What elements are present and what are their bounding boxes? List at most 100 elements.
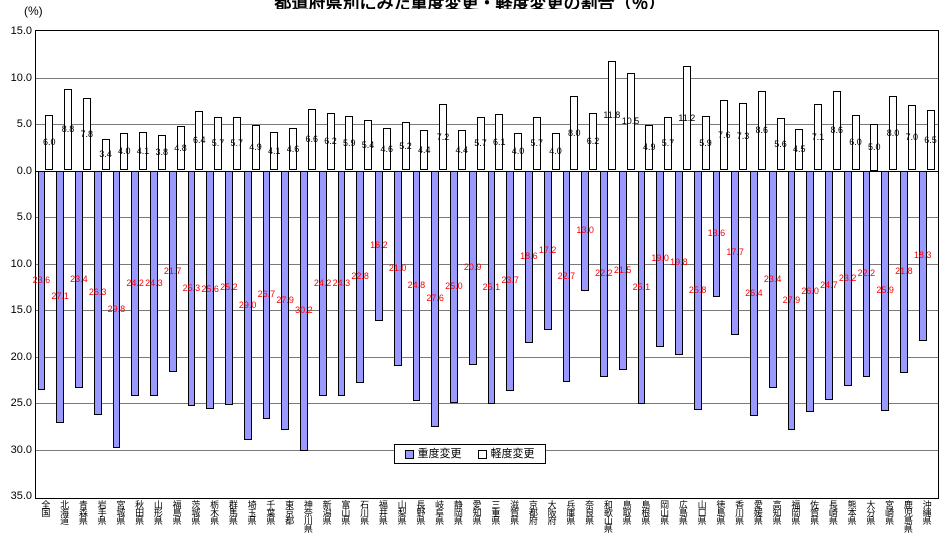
bar-value-light: 4.0	[511, 146, 525, 157]
gridline	[36, 77, 938, 79]
bar-value-light: 4.1	[268, 145, 281, 156]
bar-value-severe: 24.3	[332, 277, 351, 288]
x-axis-label: 長崎県	[827, 500, 838, 524]
bar-severe	[393, 170, 402, 366]
bar-value-light: 5.7	[474, 138, 487, 149]
bar-value-severe: 23.4	[763, 273, 782, 284]
bar-severe	[675, 170, 683, 355]
bar-value-light: 7.6	[718, 129, 731, 140]
bar-severe	[562, 170, 571, 382]
bar-light	[720, 99, 729, 171]
bar-value-severe: 24.3	[145, 277, 163, 288]
x-axis-label: 山形県	[152, 500, 163, 524]
bar-light	[251, 124, 260, 171]
bar-value-light: 4.6	[380, 143, 394, 154]
bar-value-severe: 20.9	[463, 262, 482, 273]
y-tick-label: 35.0	[10, 490, 32, 502]
y-axis-unit-label: (%)	[24, 4, 43, 18]
bar-value-light: 4.0	[118, 146, 131, 157]
bar-value-severe: 25.8	[688, 284, 707, 295]
bar-value-severe: 25.3	[182, 282, 201, 293]
bar-light	[907, 105, 916, 171]
bar-severe	[281, 170, 290, 430]
bar-light	[682, 66, 691, 171]
bar-severe	[187, 170, 196, 406]
x-axis-label: 神奈川県	[302, 500, 313, 532]
legend-label-severe: 重度変更	[417, 448, 462, 460]
bar-value-light: 6.5	[924, 134, 937, 145]
x-axis-label: 静岡県	[452, 500, 463, 524]
x-axis-label: 宮崎県	[884, 500, 895, 524]
bar-value-severe: 26.7	[257, 289, 276, 300]
gridline	[36, 403, 938, 404]
bar-value-severe: 25.6	[201, 284, 219, 295]
x-axis-label: 愛知県	[471, 500, 482, 524]
bar-value-light: 8.0	[568, 127, 581, 138]
bar-light	[364, 120, 372, 171]
x-axis-label: 徳島県	[715, 500, 726, 524]
bar-severe	[243, 170, 252, 441]
bar-severe	[468, 170, 477, 365]
y-tick-label: 10.0	[10, 257, 32, 270]
bar-value-light: 5.4	[361, 139, 375, 150]
bar-light	[195, 110, 204, 171]
x-axis-label: 秋田県	[134, 500, 145, 524]
bar-value-severe: 13.6	[707, 228, 726, 239]
bar-severe	[37, 170, 46, 390]
bar-value-light: 8.8	[61, 124, 75, 135]
legend: 重度変更 軽度変更	[393, 444, 546, 464]
bar-value-light: 5.9	[699, 137, 712, 148]
bar-value-light: 5.7	[661, 138, 675, 149]
bar-value-severe: 22.2	[595, 268, 613, 279]
bar-light	[101, 138, 110, 171]
bar-value-light: 5.7	[230, 138, 244, 149]
bar-value-light: 4.4	[418, 144, 431, 155]
bar-light	[795, 128, 804, 171]
bar-value-light: 4.8	[174, 142, 187, 153]
bar-value-light: 6.0	[43, 137, 56, 148]
bar-light	[776, 118, 785, 171]
bar-light	[589, 112, 597, 171]
bar-value-severe: 18.3	[913, 250, 932, 261]
bar-value-light: 6.6	[305, 134, 319, 145]
x-axis-label: 鹿児島県	[902, 500, 913, 532]
x-axis-label: 広島県	[677, 500, 688, 524]
y-tick-label: 5.0	[16, 211, 32, 223]
bar-value-light: 4.9	[249, 142, 262, 153]
bar-severe	[618, 170, 627, 371]
y-tick-label: 20.0	[10, 350, 32, 363]
bar-light	[420, 129, 429, 171]
x-axis-label: 石川県	[359, 500, 370, 524]
bar-value-severe: 27.1	[51, 291, 69, 301]
bar-light	[139, 132, 147, 171]
bar-severe	[206, 170, 215, 409]
bar-value-severe: 27.9	[782, 294, 801, 305]
bar-severe	[806, 170, 815, 413]
bar-light	[120, 133, 129, 171]
bar-severe	[93, 170, 102, 416]
bar-severe	[768, 170, 777, 389]
bar-value-severe: 24.2	[313, 277, 332, 288]
bar-light	[889, 96, 897, 171]
bar-value-severe: 19.8	[670, 257, 688, 268]
bar-value-severe: 21.8	[895, 266, 913, 277]
gridline	[36, 310, 938, 311]
bar-value-light: 5.9	[343, 137, 356, 148]
bar-value-light: 5.7	[530, 138, 544, 149]
bar-value-light: 3.8	[155, 147, 169, 158]
x-axis-label: 岩手県	[96, 500, 107, 524]
bar-value-severe: 26.0	[801, 285, 819, 296]
bar-light	[551, 133, 560, 171]
x-axis-label: 埼玉県	[246, 500, 257, 524]
bar-severe	[787, 170, 796, 430]
bar-light	[345, 115, 354, 171]
bar-severe	[750, 170, 758, 417]
bar-severe	[881, 170, 890, 412]
bar-severe	[450, 170, 458, 403]
chart-title-cropped: 都道府県別にみた重度変更・軽度変更の割合（％）	[170, 0, 770, 9]
bar-severe	[318, 170, 327, 396]
bar-value-severe: 29.0	[238, 299, 257, 310]
x-axis-label: 和歌山県	[602, 500, 613, 532]
bar-severe	[75, 170, 83, 389]
y-tick-label: 0.0	[16, 164, 32, 177]
